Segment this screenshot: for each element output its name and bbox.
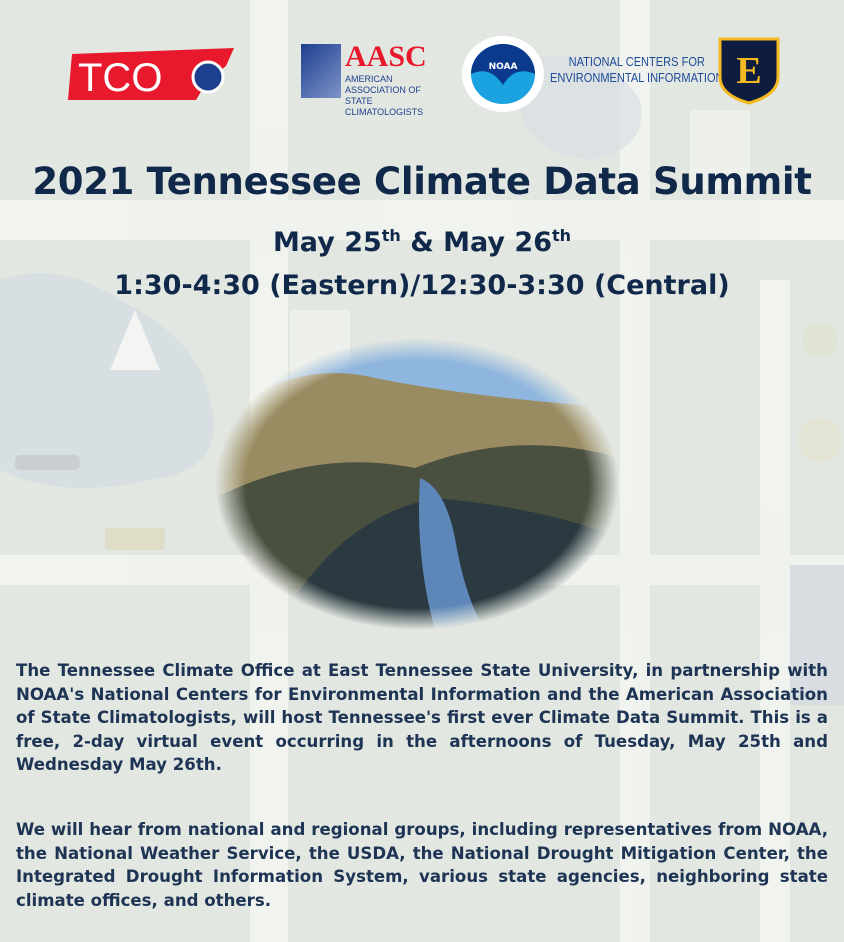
noaa-logo: NOAA (462, 36, 544, 112)
event-dates: May 25th & May 26th (272, 226, 572, 258)
tco-logo: TCO (68, 48, 234, 100)
mountain-lake-photo (215, 338, 620, 630)
svg-text:E: E (736, 50, 761, 92)
event-title: 2021 Tennessee Climate Data Summit (32, 160, 812, 203)
speakers-paragraph: We will hear from national and regional … (16, 820, 828, 910)
svg-text:NOAA: NOAA (489, 62, 518, 72)
ncei-logo: NATIONAL CENTERS FOR ENVIRONMENTAL INFORM… (550, 54, 724, 85)
svg-text:TCO: TCO (78, 56, 162, 100)
intro-paragraph: The Tennessee Climate Office at East Ten… (16, 661, 828, 774)
etsu-logo: E (718, 37, 780, 105)
aasc-logo: AASC AMERICAN ASSOCIATION OF STATE CLIMAT… (301, 40, 451, 117)
event-times: 1:30-4:30 (Eastern)/12:30-3:30 (Central) (114, 270, 730, 301)
